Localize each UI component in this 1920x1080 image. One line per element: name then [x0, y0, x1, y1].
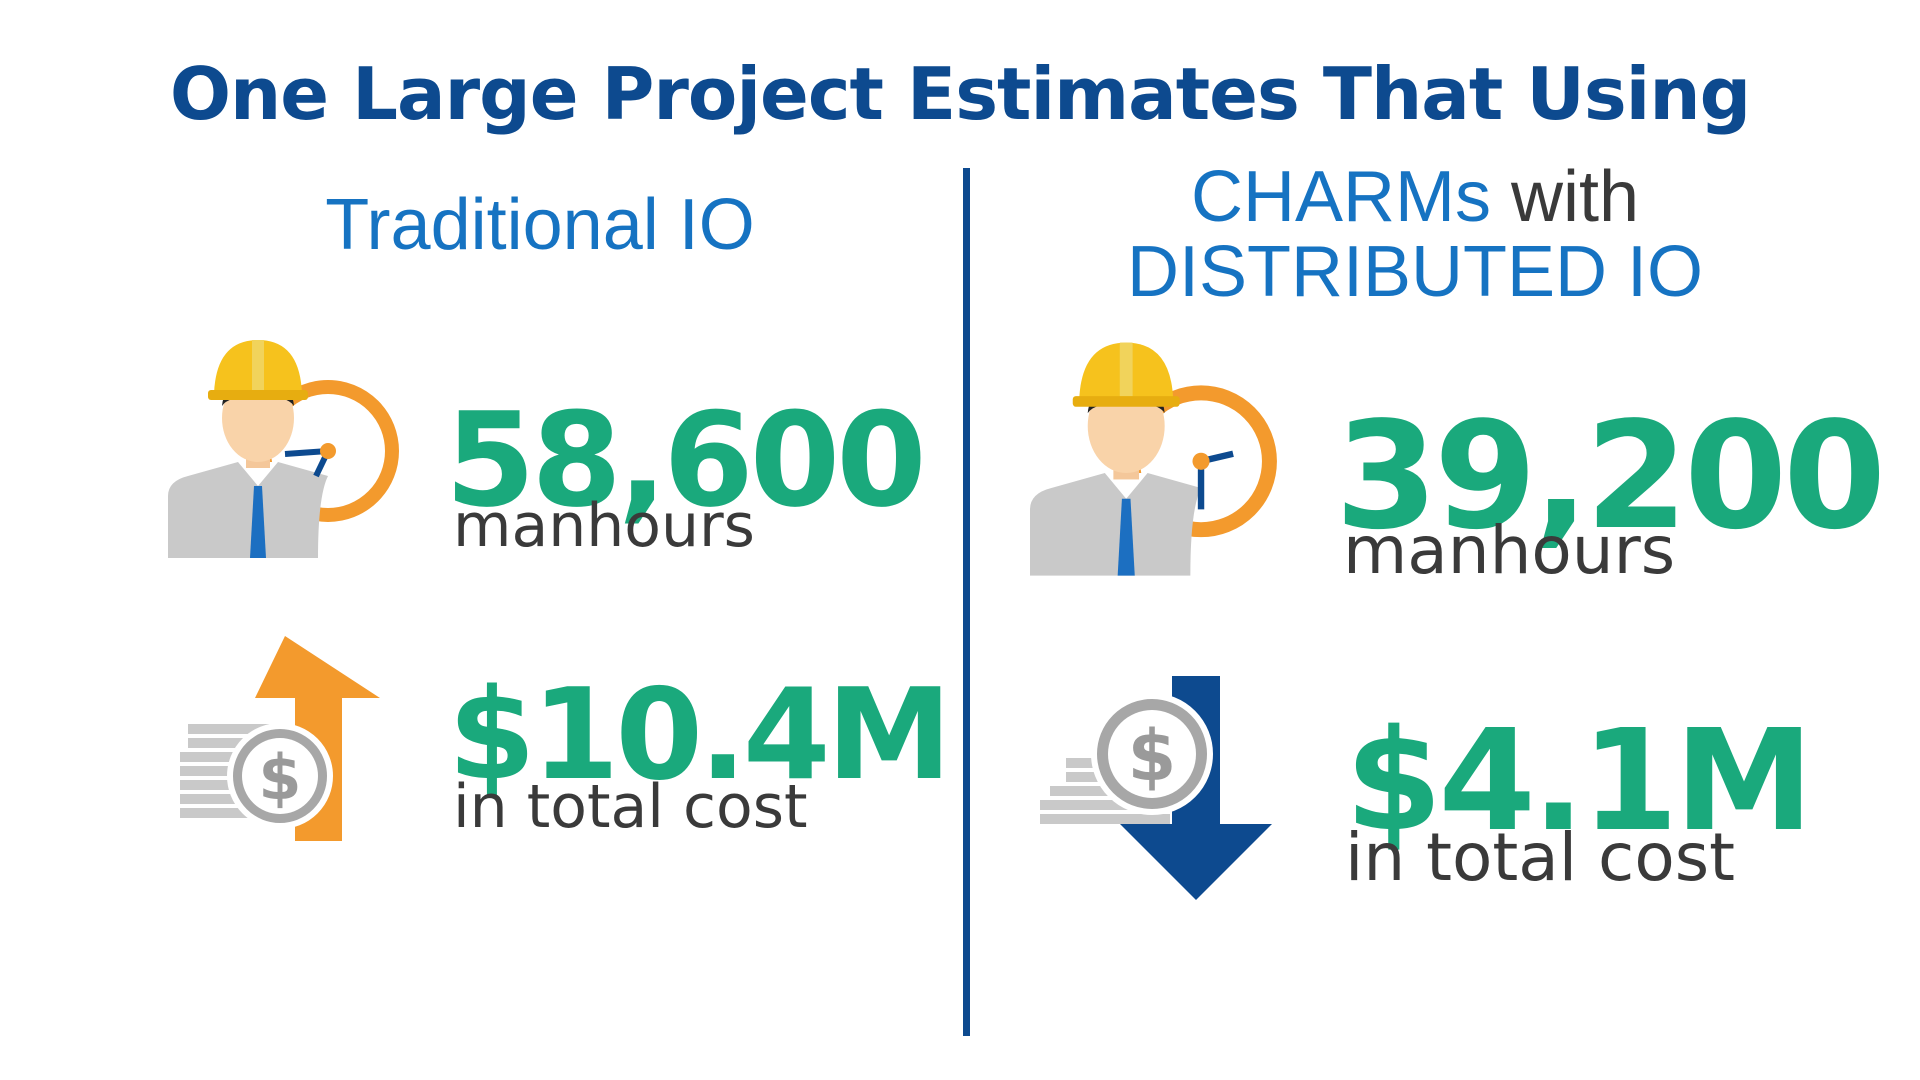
right-manhours-value: 39,200 — [1335, 390, 1886, 562]
left-cost-value: $10.4M — [448, 661, 952, 808]
coin-dollar-symbol: $ — [258, 741, 301, 814]
coin-dollar-symbol: $ — [1128, 715, 1177, 797]
money-arrow-up-icon: $ — [180, 636, 380, 841]
column-divider — [963, 168, 970, 1036]
page-title: One Large Project Estimates That Using — [169, 52, 1751, 136]
left-manhours-unit: manhours — [453, 491, 755, 561]
left-manhours-value: 58,600 — [445, 384, 927, 536]
money-arrow-down-icon: $ — [1040, 676, 1272, 900]
left-column-heading: Traditional IO — [325, 185, 755, 265]
right-manhours-unit: manhours — [1343, 512, 1676, 589]
left-cost-unit: in total cost — [453, 772, 808, 842]
heading-distributed-io: DISTRIBUTED IO — [1126, 231, 1704, 312]
worker-clock-icon — [168, 340, 399, 558]
heading-with: with — [1510, 157, 1640, 237]
right-cost-value: $4.1M — [1345, 700, 1814, 863]
heading-charms: CHARMs — [1190, 157, 1491, 237]
right-cost-unit: in total cost — [1345, 819, 1735, 896]
right-column-heading: CHARMs with DISTRIBUTED IO — [1055, 160, 1775, 310]
worker-clock-icon — [1030, 342, 1277, 576]
